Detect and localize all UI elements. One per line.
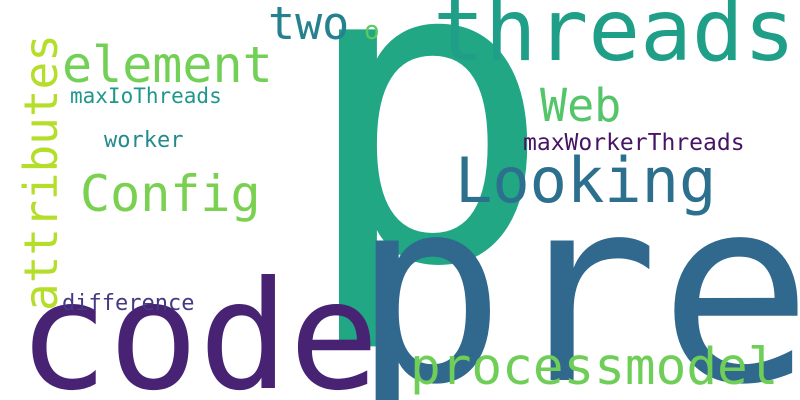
word-threads: threads xyxy=(433,0,796,81)
word-attributes: attributes xyxy=(14,34,68,311)
word-worker: worker xyxy=(104,128,184,153)
word-maxiothreads: maxIoThreads xyxy=(70,84,222,108)
word-difference: difference xyxy=(62,291,195,316)
word-pre: pre xyxy=(352,144,800,400)
word-code: code xyxy=(18,250,380,400)
word-looking: Looking xyxy=(455,144,717,217)
word-p: p xyxy=(300,0,553,359)
word-processmodel: processmodel xyxy=(410,338,779,397)
word-config: Config xyxy=(80,165,261,223)
word-maxworkerthreads: maxWorkerThreads xyxy=(523,130,745,156)
word-web: Web xyxy=(540,79,622,132)
word-o: o xyxy=(364,16,380,46)
word-element: element xyxy=(62,36,273,94)
word-two: two xyxy=(268,0,350,50)
